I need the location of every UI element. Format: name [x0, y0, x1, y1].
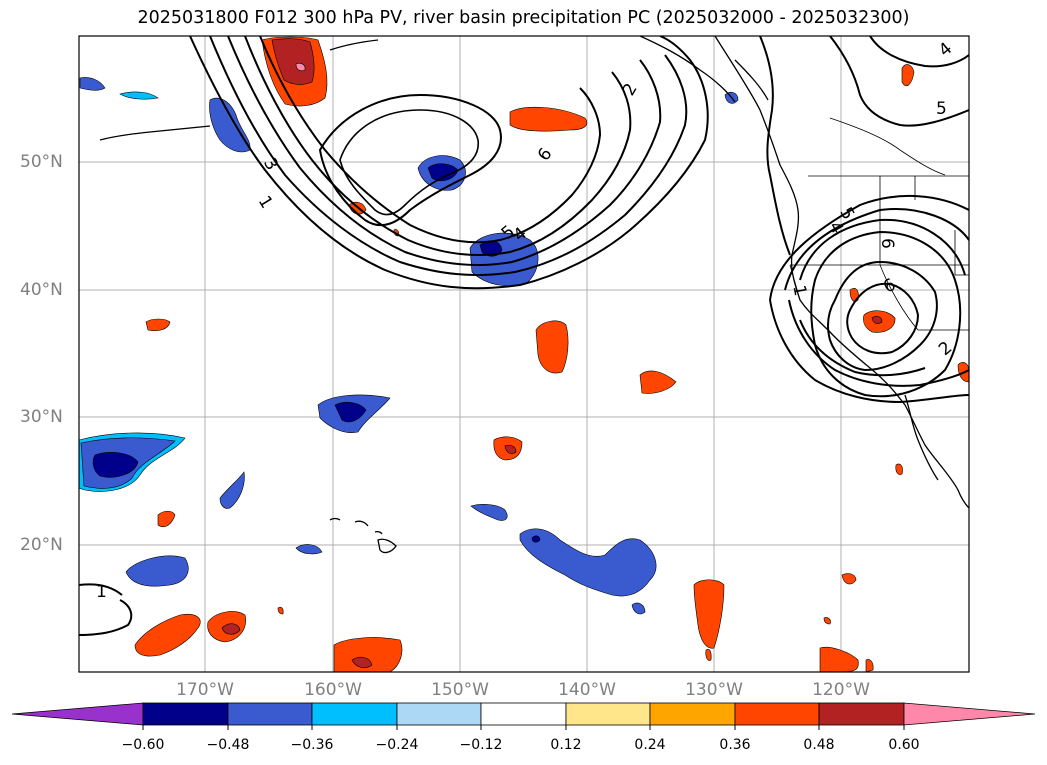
lon-label: 160°W: [304, 680, 362, 700]
map-frame-bg: [79, 36, 969, 672]
political-borders: [789, 117, 969, 331]
colorbar-tick-label: −0.60: [121, 737, 165, 753]
colorbar-tick-label: −0.12: [459, 737, 503, 753]
colorbar-segment: [818, 702, 905, 726]
colorbar-segment: [734, 702, 820, 726]
lon-label: 150°W: [431, 680, 489, 700]
colorbar: [11, 702, 1036, 730]
contour-label: 5: [936, 99, 947, 119]
map-title: 2025031800 F012 300 hPa PV, river basin …: [137, 8, 910, 28]
lat-label: 30°N: [20, 407, 63, 427]
colorbar-segment: [649, 702, 736, 726]
colorbar-tick-label: 0.24: [634, 737, 666, 753]
colorbar-tick-label: 0.36: [719, 737, 751, 753]
colorbar-segment: [227, 702, 313, 726]
colorbar-segment: [480, 702, 567, 726]
coastlines: [99, 36, 969, 554]
colorbar-tick-label: −0.48: [206, 737, 250, 753]
contour-label: 6: [877, 238, 897, 249]
positive-precip-regions: [134, 36, 969, 672]
colorbar-segment: [565, 702, 651, 726]
lon-label: 120°W: [812, 680, 870, 700]
pv-contours: [79, 36, 969, 636]
lat-label: 50°N: [20, 152, 63, 172]
colorbar-extend-low: [11, 702, 144, 726]
colorbar-tick-label: 0.48: [803, 737, 835, 753]
colorbar-segment: [142, 702, 229, 726]
map-frame: [78, 35, 970, 673]
colorbar-segment: [396, 702, 482, 726]
negative-precip-regions: [79, 77, 739, 615]
lon-label: 140°W: [558, 680, 616, 700]
colorbar-tick-label: 0.12: [550, 737, 582, 753]
colorbar-tick-label: −0.24: [375, 737, 419, 753]
colorbar-segment: [311, 702, 398, 726]
colorbar-tick-label: 0.60: [888, 737, 920, 753]
lat-label: 20°N: [20, 535, 63, 555]
contour-label: 1: [96, 582, 107, 602]
lon-label: 170°W: [176, 680, 234, 700]
lon-label: 130°W: [685, 680, 743, 700]
contour-label: 1: [788, 283, 810, 297]
lat-label: 40°N: [20, 280, 63, 300]
colorbar-extend-high: [903, 702, 1036, 726]
colorbar-tick-label: −0.36: [290, 737, 334, 753]
